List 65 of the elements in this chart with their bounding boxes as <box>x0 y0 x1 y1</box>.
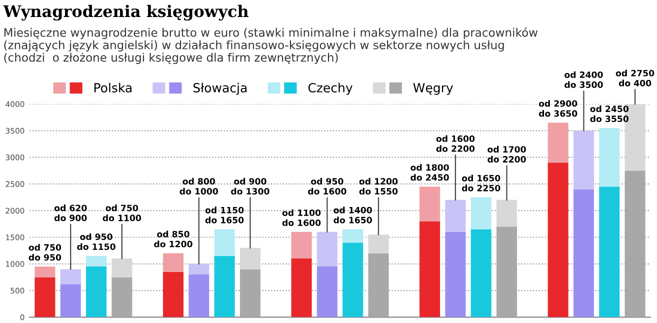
bar <box>188 264 210 275</box>
bar <box>496 200 518 227</box>
bar <box>162 253 184 272</box>
bar <box>291 232 312 259</box>
bar <box>162 272 184 318</box>
data-label: od 2900 do 3650 <box>538 100 578 117</box>
data-label: od 800 do 1000 <box>180 178 218 195</box>
bar <box>316 266 338 318</box>
data-label: od 620 do 900 <box>54 204 87 222</box>
bar <box>445 232 466 318</box>
bar <box>470 197 492 230</box>
bar <box>34 277 56 318</box>
bar <box>316 232 338 267</box>
bar <box>368 253 389 318</box>
bar <box>112 258 132 278</box>
data-label: od 1600 do 2200 <box>436 135 475 152</box>
bar <box>60 269 81 284</box>
data-label: od 1400 do 1650 <box>334 206 372 224</box>
bar <box>548 162 568 318</box>
data-label: od 950 do 1150 <box>77 233 116 250</box>
bar <box>240 269 260 318</box>
bar <box>599 128 620 187</box>
bar <box>573 189 594 318</box>
data-label: od 1200 do 1550 <box>359 178 398 195</box>
data-label: od 750 do 1100 <box>102 204 142 222</box>
data-label: od 2450 do 3550 <box>590 105 628 122</box>
chart-title: Wynagrodzenia księgowych <box>3 4 248 21</box>
bar <box>60 284 81 318</box>
legend-label: Słowacja <box>193 82 247 95</box>
data-label: od 950 do 1600 <box>308 178 346 195</box>
data-label: od 900 do 1300 <box>231 178 270 195</box>
bar <box>445 200 466 232</box>
data-label: od 850 do 1200 <box>154 230 192 248</box>
bar <box>342 242 364 318</box>
legend-label: Węgry <box>413 83 453 95</box>
bar <box>573 130 594 190</box>
data-label: od 1150 do 1650 <box>205 206 244 224</box>
data-label: od 1700 do 2200 <box>488 146 526 163</box>
legend-label: Czechy <box>308 82 352 95</box>
bar <box>86 266 107 318</box>
chart-subtitle: Miesięczne wynagrodzenie brutto w euro (stawki minimalne i maksymalne) dla pracowników (znających język angielski) w działach finansowo-księgowych w sektorze nowych usług (chodzi o złożone usługi księgowe dla firm zewnętrznych) <box>4 27 538 64</box>
bar <box>548 122 568 163</box>
bar <box>420 221 440 318</box>
data-label: od 1100 do 1600 <box>282 209 321 226</box>
bar <box>214 256 235 318</box>
bar <box>188 274 210 318</box>
bar <box>112 277 132 318</box>
bar <box>624 170 646 318</box>
bar <box>470 229 492 318</box>
bar <box>240 248 260 270</box>
bar <box>599 186 620 318</box>
data-label: od 1800 do 2450 <box>410 164 449 181</box>
bar <box>342 229 364 243</box>
bar <box>420 186 440 222</box>
bar <box>496 226 518 318</box>
bar <box>214 229 235 256</box>
data-label: od 2400 do 3500 <box>564 71 603 88</box>
data-label: od 2750 do 400 <box>616 70 654 86</box>
bar <box>34 266 56 278</box>
data-label: od 750 do 950 <box>28 244 62 261</box>
bar <box>368 234 389 254</box>
bar <box>291 258 312 318</box>
data-label: od 1650 do 2250 <box>462 174 500 192</box>
bar <box>86 256 107 267</box>
legend-label: Polska <box>94 82 132 92</box>
